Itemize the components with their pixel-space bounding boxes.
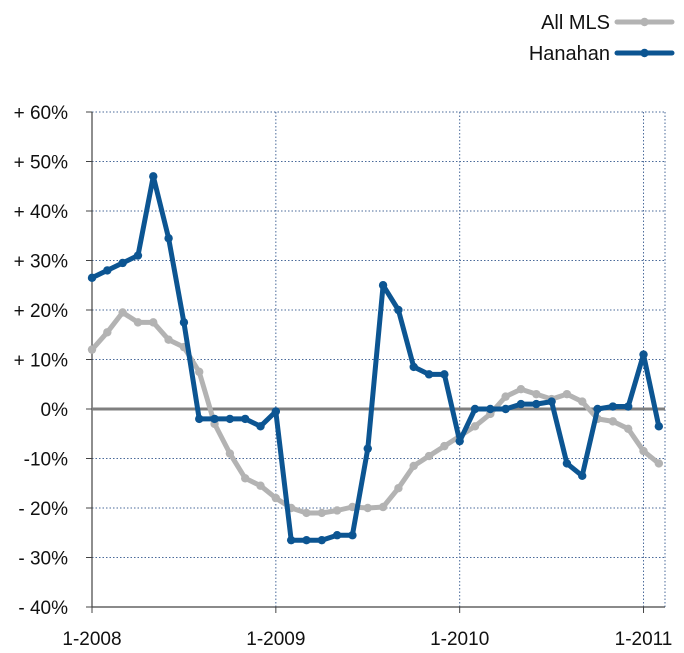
data-point [378,281,388,290]
data-point [501,392,510,401]
data-point [87,345,97,354]
data-point [639,350,648,359]
data-point [378,502,388,512]
data-point [149,172,158,181]
data-point [578,397,587,406]
y-tick-label: - 20% [18,499,68,520]
data-point [225,449,235,458]
data-point [363,503,372,513]
y-tick-label: - 40% [18,598,68,619]
data-point [332,531,342,540]
x-tick-label: 1-2010 [430,629,489,648]
data-point [654,459,664,468]
legend-label: Hanahan [529,43,610,65]
data-point [103,328,112,337]
data-point [103,266,112,275]
data-point [332,506,342,515]
data-point [317,535,326,545]
y-tick-label: + 30% [14,252,69,273]
data-point [286,535,296,545]
legend: All MLS Hanahan [529,12,675,65]
data-point [562,389,572,399]
y-tick-label: - 30% [18,549,68,570]
data-point [532,389,541,399]
legend-swatch-marker [640,48,649,58]
data-point [455,436,464,446]
data-point [424,451,434,461]
data-point [118,258,127,268]
legend-swatch-marker [640,17,649,27]
series-hanahan [87,172,664,545]
data-point [624,402,633,411]
x-tick-label: 1-2009 [246,629,305,648]
y-tick-label: + 40% [14,202,69,223]
series-line [89,173,662,543]
data-point [118,308,127,317]
series-lines [87,172,664,545]
data-point [256,422,265,431]
data-point [87,273,97,283]
data-point [624,424,633,433]
data-point [409,461,418,471]
y-tick-label: + 60% [14,103,69,124]
data-point [639,446,648,456]
legend-label: All MLS [541,12,610,34]
y-tick-label: + 50% [14,153,69,174]
data-point [501,404,510,414]
data-point [440,370,449,379]
data-point [470,404,480,414]
x-tick-label: 1-2008 [62,629,121,648]
data-point [256,481,265,490]
data-point [195,414,204,424]
data-point [133,251,143,260]
data-point [179,318,189,327]
data-point [409,362,418,372]
data-point [241,474,250,483]
data-point [271,493,281,503]
y-tick-label: -10% [24,450,68,471]
data-point [608,402,618,411]
data-point [578,471,587,481]
data-point [164,234,173,243]
data-point [440,441,449,451]
data-point [516,399,526,409]
data-point [608,417,618,426]
data-point [149,318,158,327]
data-point [424,370,434,379]
data-point [363,444,372,453]
y-tick-label: + 10% [14,351,69,372]
data-point [317,508,326,518]
data-point [516,385,526,394]
data-point [195,367,204,377]
data-point [302,535,311,545]
series-all-mls [87,308,664,518]
data-point [302,508,311,518]
data-point [348,531,357,540]
data-point [271,407,281,416]
data-point [532,399,541,409]
x-tick-label: 1-2011 [615,629,673,648]
data-point [164,335,173,344]
y-tick-label: + 20% [14,301,69,322]
data-point [593,404,602,414]
axes: + 60% + 50% + 40% + 30% + 20% + 10% 0% -10% - 20… [14,103,673,650]
data-point [654,422,664,431]
data-point [225,414,235,424]
data-point [394,484,403,493]
data-point [394,305,403,315]
data-point [241,414,250,424]
y-tick-label: 0% [41,400,69,421]
data-point [486,404,495,414]
data-point [562,459,572,468]
data-point [547,397,556,406]
data-point [470,422,480,431]
data-point [133,318,143,327]
data-point [210,414,219,424]
